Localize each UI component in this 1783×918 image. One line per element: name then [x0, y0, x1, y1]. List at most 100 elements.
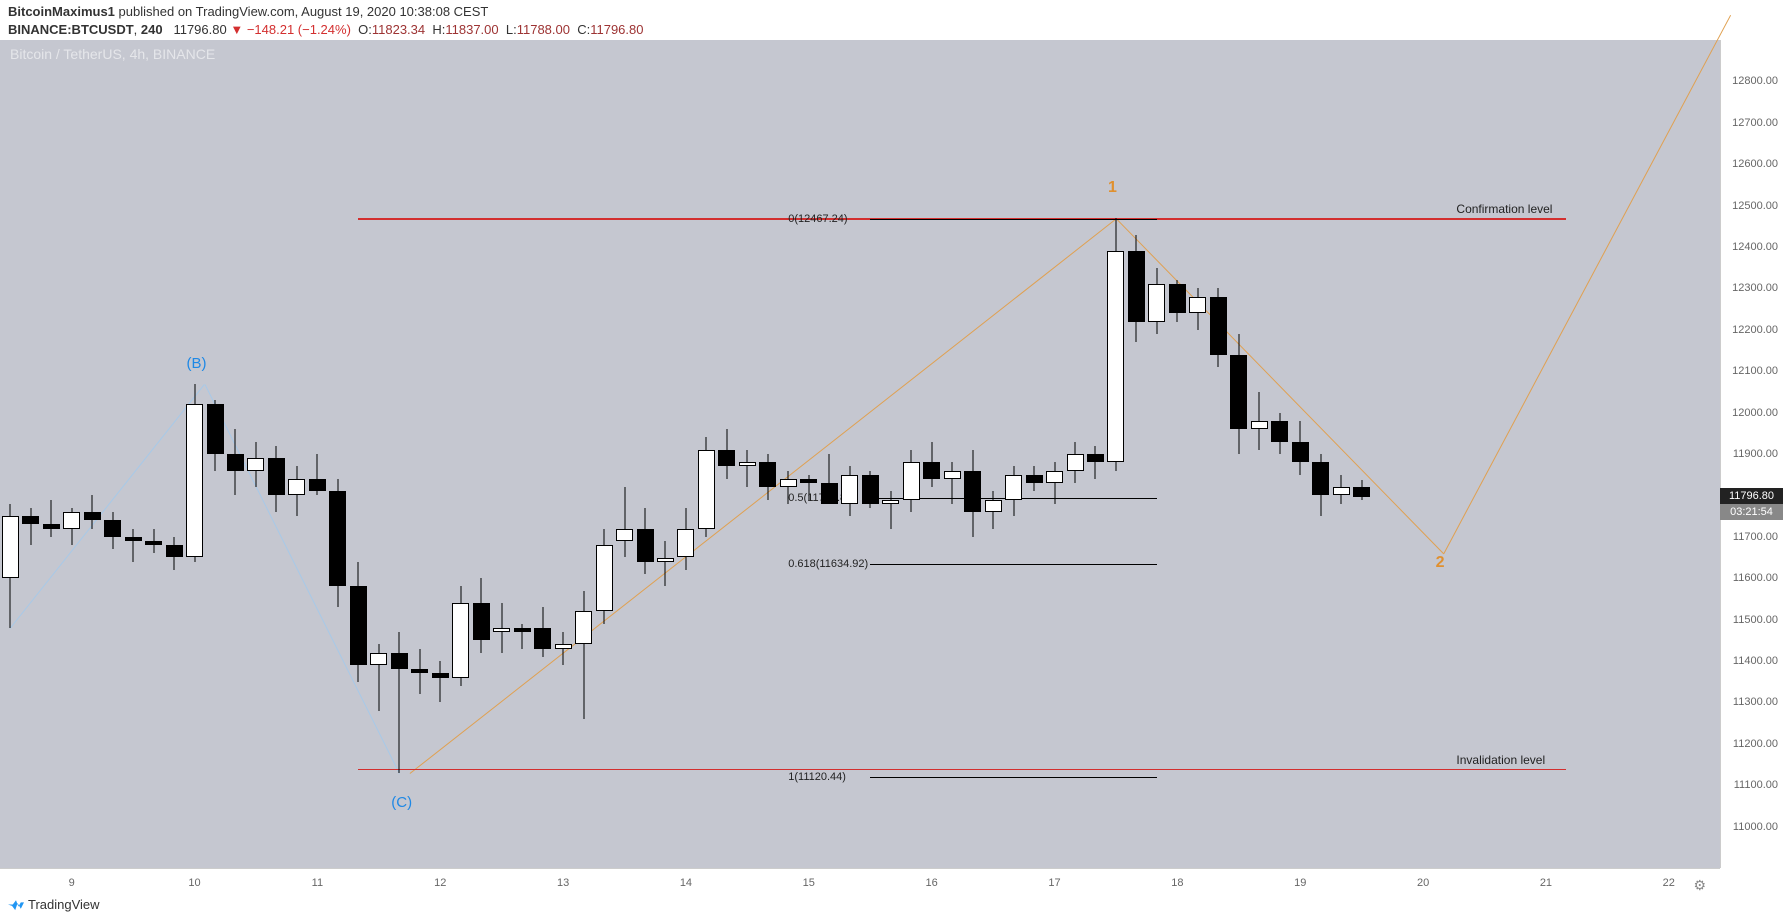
x-tick: 19 — [1294, 877, 1306, 889]
y-tick: 12600.00 — [1732, 158, 1778, 170]
candle — [1026, 40, 1043, 868]
y-tick: 11000.00 — [1733, 821, 1778, 833]
candle — [514, 40, 531, 868]
candle — [227, 40, 244, 868]
x-tick: 16 — [926, 877, 938, 889]
header-publish: BitcoinMaximus1 published on TradingView… — [8, 4, 488, 19]
y-tick: 11300.00 — [1733, 696, 1778, 708]
x-tick: 12 — [434, 877, 446, 889]
candle — [1251, 40, 1268, 868]
candle — [780, 40, 797, 868]
chart-area[interactable]: Bitcoin / TetherUS, 4h, BINANCE Confirma… — [0, 40, 1720, 868]
candle — [2, 40, 19, 868]
wave-label: 2 — [1436, 554, 1445, 572]
price-tag-countdown: 03:21:54 — [1720, 504, 1783, 520]
line-label: Confirmation level — [1456, 202, 1552, 216]
wave-label: 1 — [1108, 179, 1117, 197]
y-tick: 11400.00 — [1733, 655, 1778, 667]
line-label: Invalidation level — [1456, 753, 1545, 767]
candle — [1189, 40, 1206, 868]
candle — [247, 40, 264, 868]
candle — [555, 40, 572, 868]
candle — [452, 40, 469, 868]
tv-cloud-icon — [8, 898, 24, 912]
y-tick: 12800.00 — [1732, 75, 1778, 87]
candle — [985, 40, 1002, 868]
candle — [309, 40, 326, 868]
y-tick: 11700.00 — [1733, 531, 1778, 543]
candle — [1128, 40, 1145, 868]
candle — [350, 40, 367, 868]
candle — [104, 40, 121, 868]
y-tick: 12500.00 — [1732, 200, 1778, 212]
x-tick: 9 — [69, 877, 75, 889]
candle — [923, 40, 940, 868]
y-tick: 11100.00 — [1734, 779, 1778, 791]
candle — [125, 40, 142, 868]
candle — [145, 40, 162, 868]
x-tick: 18 — [1171, 877, 1183, 889]
candle — [473, 40, 490, 868]
candle — [944, 40, 961, 868]
price-tag-last: 11796.80 — [1720, 488, 1783, 504]
x-tick: 10 — [188, 877, 200, 889]
candle — [718, 40, 735, 868]
candle — [575, 40, 592, 868]
trend-line — [1443, 16, 1731, 555]
x-tick: 17 — [1048, 877, 1060, 889]
candle — [288, 40, 305, 868]
candle — [411, 40, 428, 868]
candle — [391, 40, 408, 868]
candle — [166, 40, 183, 868]
candle — [677, 40, 694, 868]
candle — [207, 40, 224, 868]
y-tick: 12000.00 — [1732, 407, 1778, 419]
y-tick: 12200.00 — [1732, 324, 1778, 336]
candle — [432, 40, 449, 868]
y-tick: 11900.00 — [1733, 448, 1778, 460]
candle — [964, 40, 981, 868]
candle — [186, 40, 203, 868]
candle — [616, 40, 633, 868]
candle — [1169, 40, 1186, 868]
candle — [1210, 40, 1227, 868]
candle — [534, 40, 551, 868]
x-tick: 13 — [557, 877, 569, 889]
candle — [1230, 40, 1247, 868]
candle — [698, 40, 715, 868]
y-axis[interactable]: 11000.0011100.0011200.0011300.0011400.00… — [1720, 40, 1783, 868]
candle — [841, 40, 858, 868]
gear-icon[interactable]: ⚙ — [1693, 877, 1706, 894]
candle — [882, 40, 899, 868]
candle — [1005, 40, 1022, 868]
wave-label: (C) — [391, 794, 412, 811]
candle — [63, 40, 80, 868]
candle — [493, 40, 510, 868]
wave-label: (B) — [187, 355, 207, 372]
x-axis[interactable]: ⚙ 910111213141516171819202122 — [0, 868, 1720, 902]
y-tick: 11500.00 — [1733, 614, 1778, 626]
tradingview-logo[interactable]: TradingView — [8, 897, 100, 912]
x-tick: 14 — [680, 877, 692, 889]
candle — [43, 40, 60, 868]
candle — [84, 40, 101, 868]
candle — [1067, 40, 1084, 868]
x-tick: 21 — [1540, 877, 1552, 889]
candle — [759, 40, 776, 868]
x-tick: 15 — [803, 877, 815, 889]
x-tick: 20 — [1417, 877, 1429, 889]
x-tick: 11 — [312, 877, 323, 889]
candle — [1312, 40, 1329, 868]
candle — [1333, 40, 1350, 868]
candle — [903, 40, 920, 868]
candle — [370, 40, 387, 868]
candle — [1107, 40, 1124, 868]
candle — [596, 40, 613, 868]
y-tick: 12100.00 — [1732, 365, 1778, 377]
header-symbol: BINANCE:BTCUSDT, 240 11796.80 ▼ −148.21 … — [8, 22, 643, 37]
candle — [329, 40, 346, 868]
candle — [22, 40, 39, 868]
candle — [657, 40, 674, 868]
candle — [800, 40, 817, 868]
candle — [1292, 40, 1309, 868]
